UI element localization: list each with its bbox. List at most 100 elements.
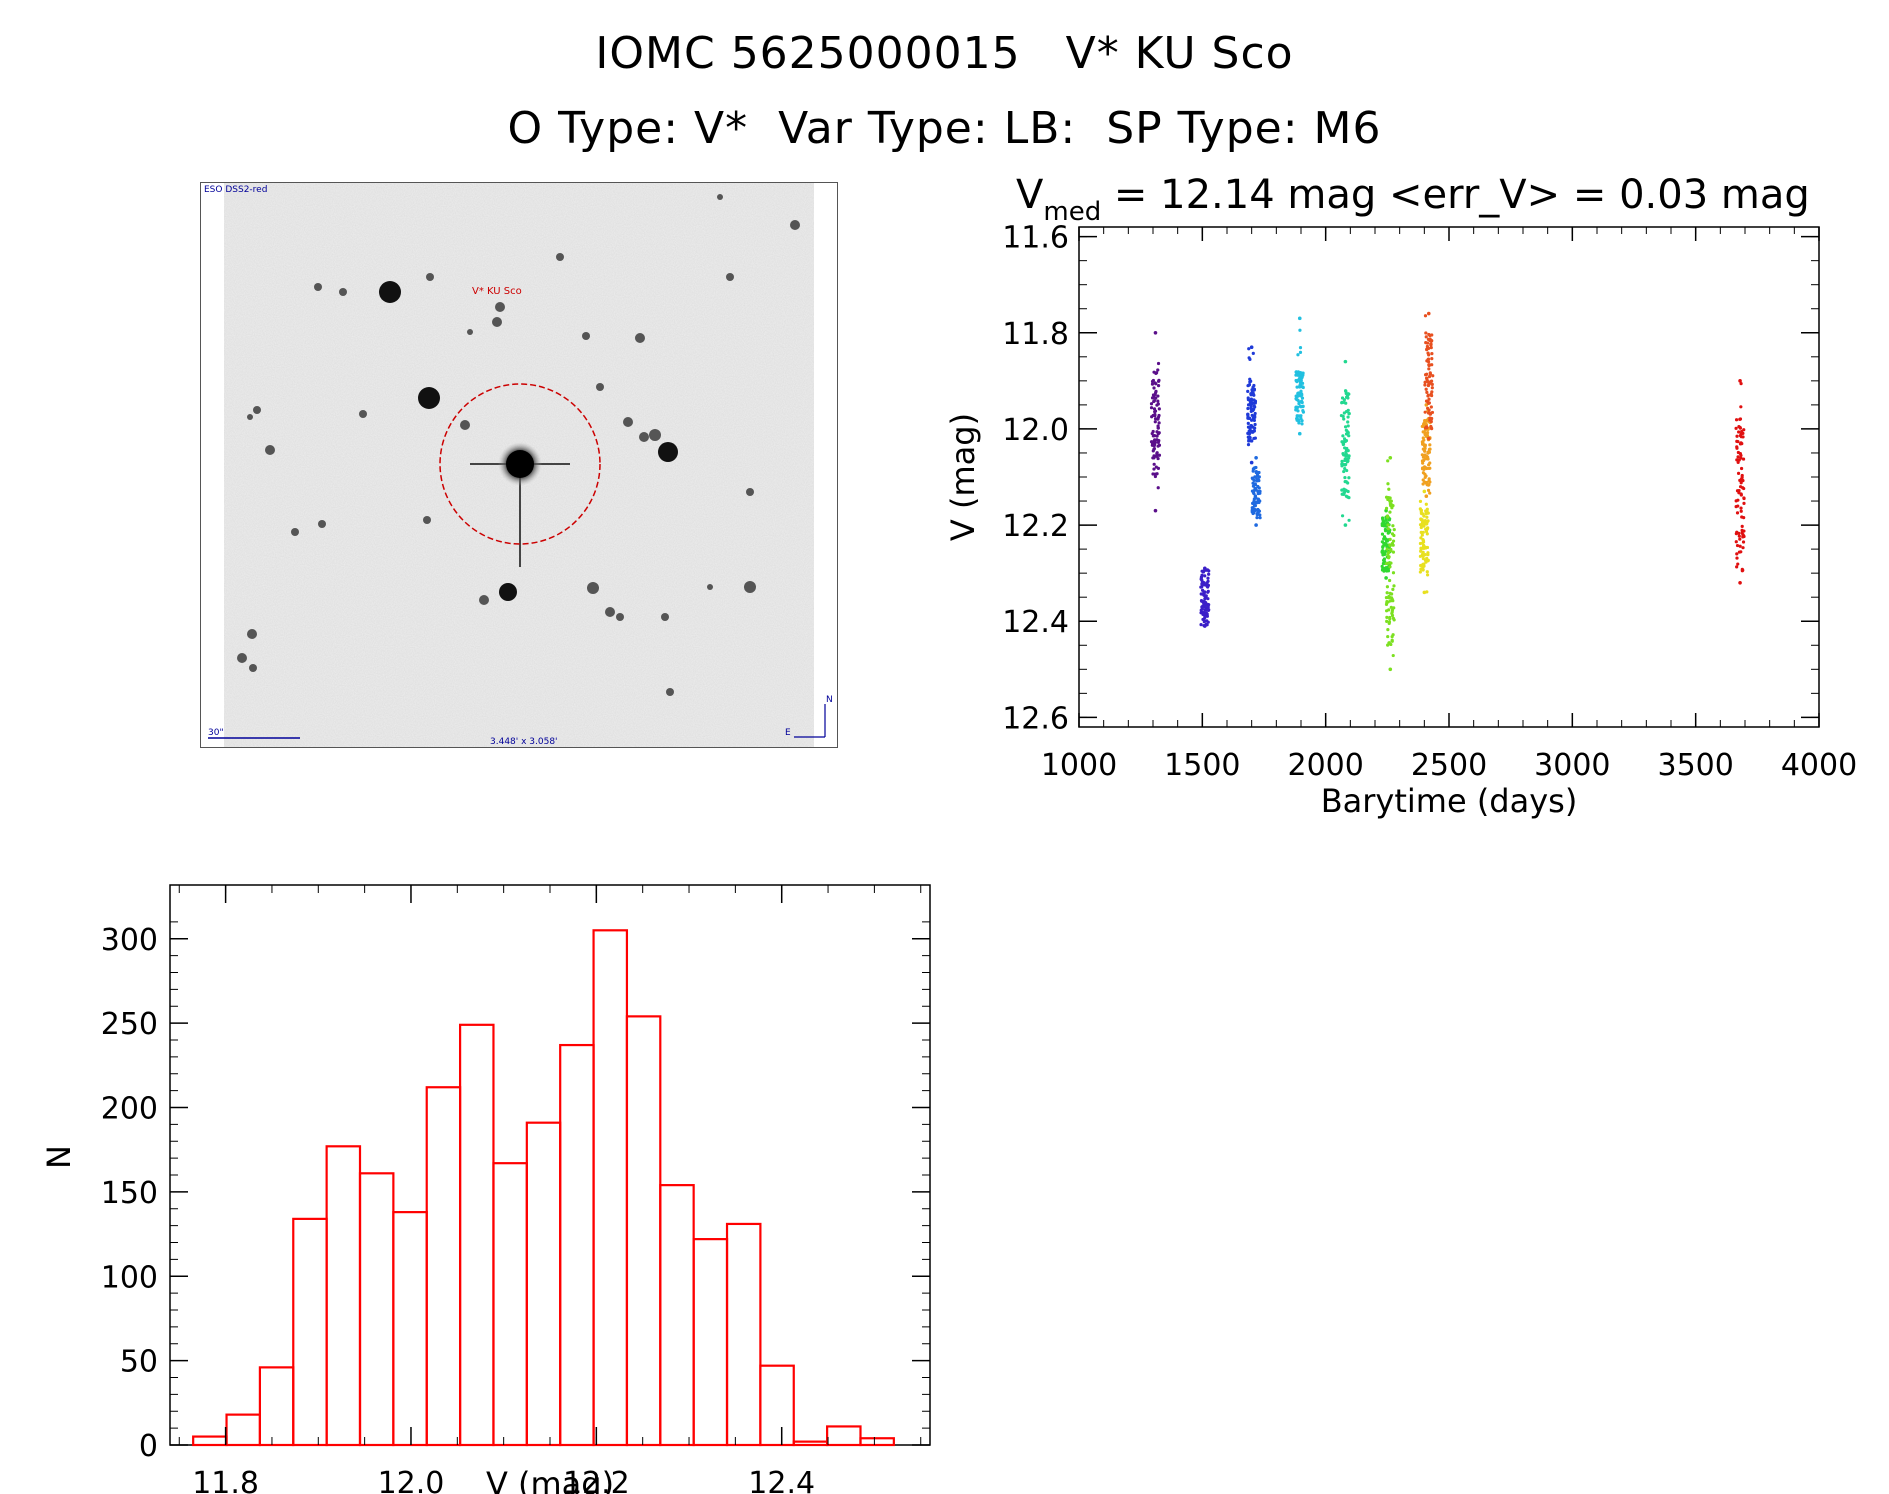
lc-point xyxy=(1428,491,1432,495)
lc-point xyxy=(1419,567,1423,571)
lc-point xyxy=(1151,449,1155,453)
lc-point xyxy=(1423,430,1427,435)
lc-point xyxy=(1255,501,1259,505)
lc-point xyxy=(1255,516,1259,520)
lightcurve-xlabel: Barytime (days) xyxy=(1321,782,1578,820)
lc-point xyxy=(1252,467,1256,471)
lc-point xyxy=(1423,449,1427,453)
lc-point xyxy=(1421,530,1425,534)
lc-point xyxy=(1156,368,1160,372)
lc-point xyxy=(1422,562,1426,566)
lc-point xyxy=(1385,591,1389,595)
lc-point xyxy=(1156,486,1160,490)
lc-point xyxy=(1426,394,1430,398)
lc-point xyxy=(1294,373,1298,377)
lc-point xyxy=(1254,471,1258,475)
lc-point xyxy=(1418,570,1422,574)
lc-point xyxy=(1153,508,1158,513)
sky-star xyxy=(649,429,661,441)
lightcurve-ticks: 1000 1500 2000 2500 3000 3500 4000 11.6 11.8 12.0… xyxy=(1002,221,1857,783)
lc-point xyxy=(1203,615,1207,620)
histogram-frame xyxy=(169,884,931,1446)
lc-point xyxy=(1738,442,1743,446)
lc-point xyxy=(1154,371,1159,375)
lc-point xyxy=(1741,457,1746,461)
lc-point xyxy=(1156,379,1161,383)
plot-title-line2: O Type: V* Var Type: LB: SP Type: M6 xyxy=(507,103,1382,154)
lc-point xyxy=(1384,596,1389,600)
lc-point xyxy=(1388,565,1392,569)
lc-point xyxy=(1299,389,1303,393)
lc-point xyxy=(1388,510,1392,514)
lc-point xyxy=(1424,546,1428,550)
lc-point xyxy=(1297,431,1302,436)
lc-point xyxy=(1390,541,1394,546)
lc-point xyxy=(1253,504,1258,508)
lc-point xyxy=(1386,527,1390,531)
lc-point xyxy=(1203,597,1207,601)
lc-point xyxy=(1250,390,1254,394)
sky-star xyxy=(460,420,470,430)
lc-point xyxy=(1380,564,1384,568)
sky-star xyxy=(587,582,599,594)
lc-point xyxy=(1253,411,1257,416)
lc-point xyxy=(1299,416,1303,421)
lc-point xyxy=(1388,578,1392,583)
lc-point xyxy=(1738,485,1743,489)
lc-point xyxy=(1340,459,1344,463)
lc-xtick-label: 2500 xyxy=(1411,748,1487,783)
lc-point xyxy=(1740,524,1744,528)
lc-point xyxy=(1430,410,1435,415)
lc-point xyxy=(1426,430,1430,435)
lc-point xyxy=(1388,537,1392,541)
lc-point xyxy=(1156,394,1160,398)
lc-point xyxy=(1295,414,1299,419)
lc-point xyxy=(1250,476,1254,480)
lc-point xyxy=(1424,511,1428,516)
sky-star xyxy=(339,288,347,296)
histogram-bar xyxy=(592,929,629,1447)
lc-point xyxy=(1150,441,1155,445)
compass: N E xyxy=(785,695,833,738)
lc-point xyxy=(1739,466,1744,471)
lc-point xyxy=(1425,390,1429,394)
lc-point xyxy=(1739,506,1743,510)
lc-point xyxy=(1385,514,1390,518)
lc-point xyxy=(1427,367,1431,371)
lc-point xyxy=(1254,496,1258,500)
lc-point xyxy=(1206,590,1210,594)
lc-point xyxy=(1429,424,1433,429)
lc-point xyxy=(1346,459,1350,463)
lc-point xyxy=(1384,506,1389,511)
lc-point xyxy=(1425,507,1429,511)
hist-ytick-label: 200 xyxy=(101,1092,158,1127)
lc-point xyxy=(1422,489,1427,494)
lc-point xyxy=(1418,523,1423,527)
lc-point xyxy=(1737,550,1742,554)
lc-point xyxy=(1386,523,1390,527)
lc-point xyxy=(1155,454,1159,458)
lc-point xyxy=(1738,544,1742,548)
lc-point xyxy=(1386,459,1390,463)
lc-point xyxy=(1419,563,1423,568)
lc-point xyxy=(1390,592,1394,596)
lc-point xyxy=(1256,507,1260,512)
sky-star xyxy=(418,387,440,409)
lc-point xyxy=(1246,443,1251,447)
histogram-bar xyxy=(358,1172,395,1447)
lc-point xyxy=(1422,467,1426,471)
lc-point xyxy=(1252,488,1256,493)
lc-point xyxy=(1299,414,1303,418)
lc-point xyxy=(1301,404,1305,408)
lc-point xyxy=(1427,401,1431,405)
lc-point xyxy=(1428,416,1432,420)
sky-star xyxy=(492,317,502,327)
lc-point xyxy=(1251,484,1256,488)
lc-point xyxy=(1344,395,1349,399)
lc-point xyxy=(1427,463,1431,467)
lc-ytick-label: 12.2 xyxy=(1002,509,1069,544)
lc-ytick-label: 12.6 xyxy=(1002,701,1069,736)
lc-point xyxy=(1347,392,1351,396)
lc-point xyxy=(1342,469,1346,474)
lc-point xyxy=(1248,401,1252,405)
